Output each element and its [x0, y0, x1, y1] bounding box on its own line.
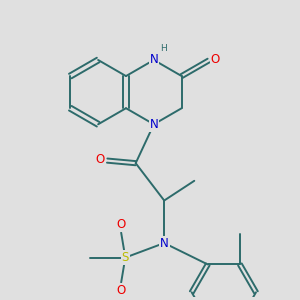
Text: O: O: [116, 284, 126, 297]
Text: N: N: [149, 53, 158, 67]
Text: H: H: [160, 44, 166, 53]
Text: N: N: [160, 236, 169, 250]
Text: N: N: [149, 118, 158, 131]
Text: O: O: [211, 53, 220, 66]
Text: O: O: [96, 153, 105, 166]
Text: O: O: [116, 218, 126, 231]
Text: S: S: [122, 251, 129, 264]
